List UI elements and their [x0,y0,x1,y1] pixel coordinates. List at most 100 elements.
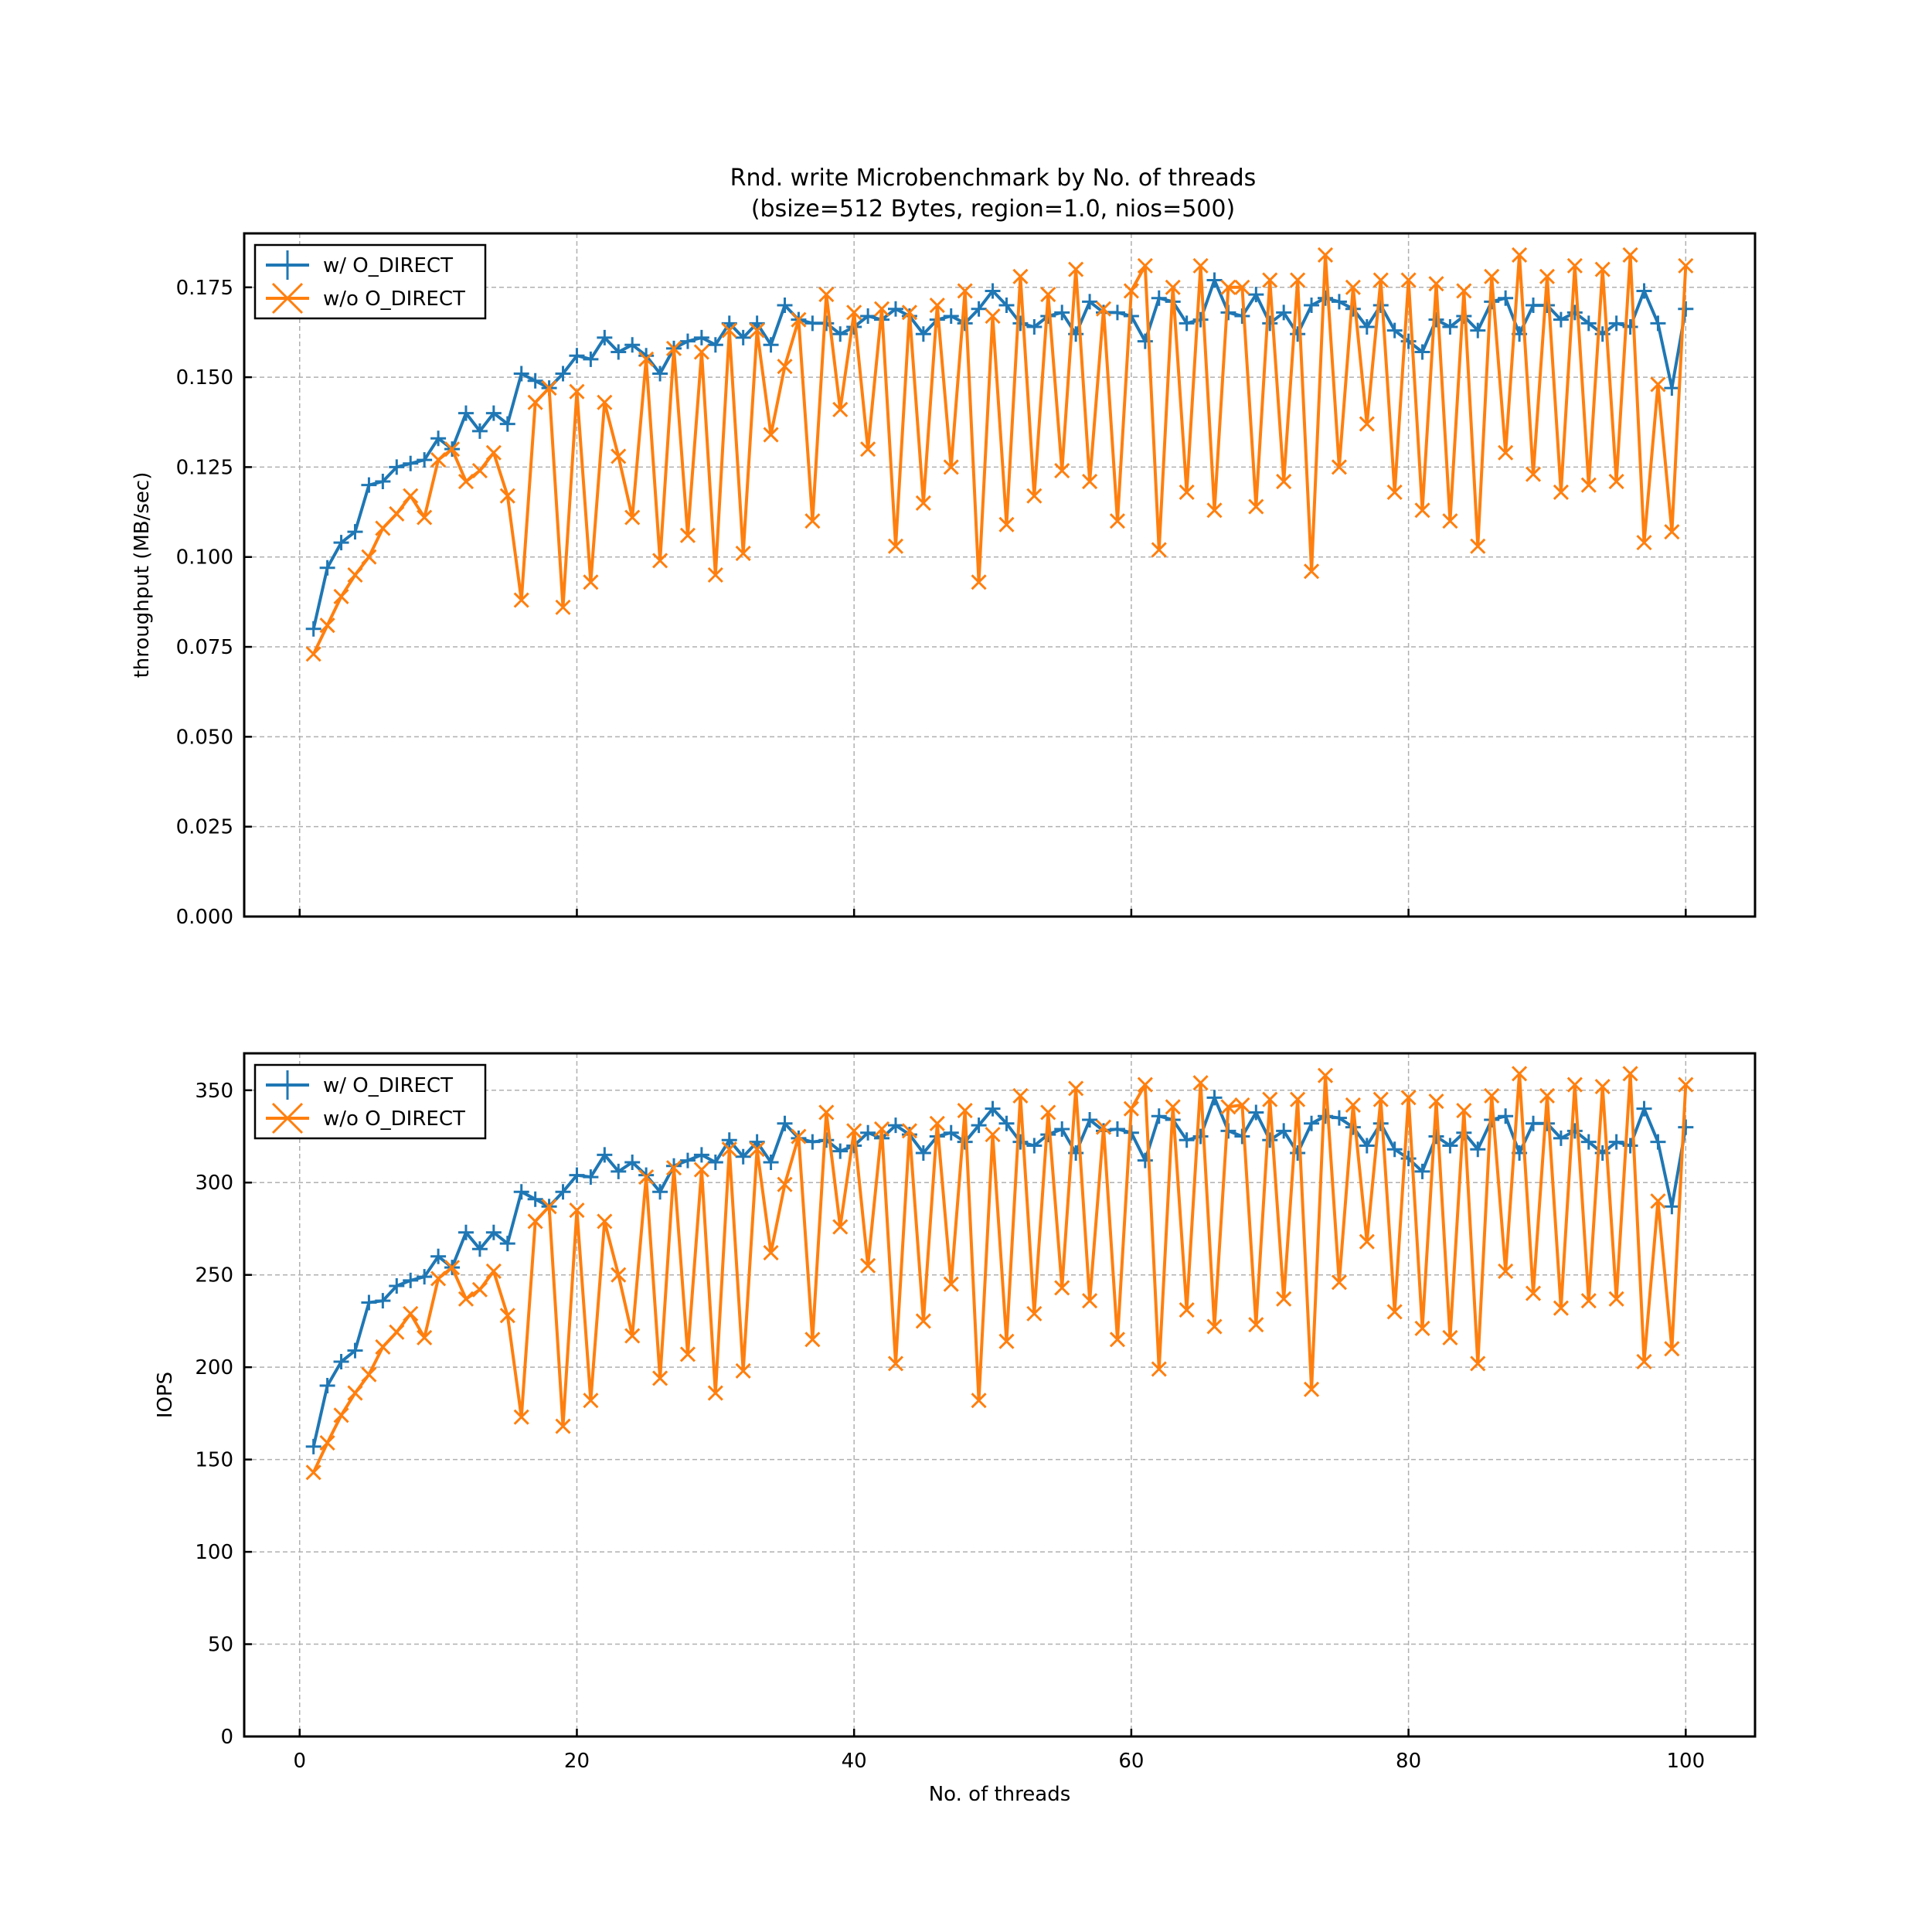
data-point [818,287,835,303]
data-point [347,1342,363,1359]
data-point [471,423,488,439]
data-point [1303,1381,1320,1397]
data-point [873,301,890,317]
data-point [1026,318,1043,335]
data-point [1580,477,1597,493]
series-wo-o-direct [305,1066,1694,1481]
data-point [1026,1305,1043,1321]
data-point [527,1213,543,1230]
data-point [1234,1097,1250,1113]
data-point [527,394,543,410]
data-point [485,1224,502,1240]
data-point [679,1152,696,1168]
data-point [1608,315,1624,332]
y-tick-label: 0.050 [176,726,233,749]
data-point [1179,315,1195,332]
data-point [611,448,627,464]
data-point [1553,484,1569,501]
data-point [1650,376,1666,393]
data-point [1456,283,1472,299]
data-point [1678,1077,1694,1093]
data-point [1664,380,1680,396]
data-point [1165,1099,1181,1115]
data-point [985,283,1001,299]
data-point [1359,318,1375,335]
data-point [791,1128,807,1145]
data-point [915,1145,931,1162]
data-point [389,1324,405,1340]
data-point [957,1102,973,1119]
data-point [375,1338,391,1355]
data-point [1470,538,1486,554]
data-point [403,1305,419,1321]
data-point [971,574,987,590]
data-point [1234,279,1250,295]
data-point [1220,279,1236,295]
data-point [375,1293,391,1309]
data-point [1109,513,1126,529]
data-point [1414,1320,1430,1337]
data-point [499,1236,515,1252]
data-point [513,592,529,608]
data-point [1608,473,1624,490]
data-point [749,1134,765,1150]
data-point [361,549,377,565]
data-point [430,452,447,468]
data-point [624,1154,641,1170]
data-point [305,621,321,637]
data-point [832,401,849,418]
data-point [1372,1091,1389,1107]
data-point [541,380,557,396]
data-point [1636,535,1652,551]
data-point [597,394,613,410]
data-point [887,538,904,554]
data-point [457,473,474,490]
data-point [569,1202,585,1219]
data-point [1248,1104,1264,1121]
data-point [735,1148,751,1165]
x-axis-label: No. of threads [929,1783,1071,1806]
data-point [860,1124,876,1141]
data-point [333,535,349,551]
data-point [721,315,737,332]
data-point [763,337,779,353]
data-point [1566,257,1583,274]
data-point [915,1313,931,1329]
data-point [1526,1115,1542,1131]
data-point [1608,1291,1624,1307]
data-point [1386,322,1403,338]
data-point [1428,276,1444,292]
data-point [1442,318,1458,335]
data-point [1304,1115,1320,1131]
data-point [555,599,571,615]
data-point [361,477,377,493]
data-point [1553,1130,1569,1146]
data-point [1345,279,1361,295]
data-point [998,1115,1015,1131]
data-point [1400,272,1417,288]
data-point [1026,488,1043,504]
data-point [583,351,599,367]
data-point [1580,1293,1597,1309]
data-point [1262,1091,1278,1107]
data-point [333,1353,349,1369]
data-point [597,329,613,345]
axes-frame [243,1052,1757,1738]
data-point [693,344,709,360]
data-point [1498,290,1514,306]
data-point [1428,1128,1444,1145]
legend-label: w/ O_DIRECT [323,254,453,277]
data-point [1123,1100,1139,1117]
data-point [985,1100,1001,1117]
data-point [1262,315,1278,332]
data-point [777,1115,793,1131]
data-point [417,509,433,526]
data-point [832,1143,849,1159]
data-point [1539,268,1556,284]
data-point [403,455,419,471]
data-point [1068,261,1084,277]
data-point [985,1127,1001,1143]
data-point [389,505,405,522]
data-point [583,574,599,590]
